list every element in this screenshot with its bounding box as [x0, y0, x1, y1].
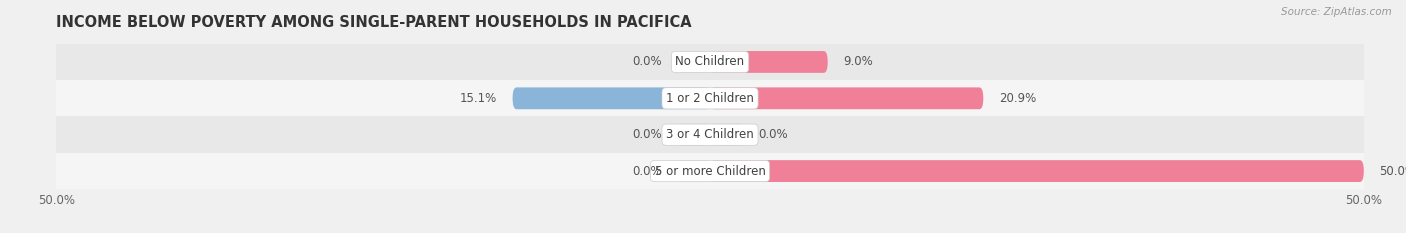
Text: No Children: No Children — [675, 55, 745, 69]
Text: 9.0%: 9.0% — [844, 55, 873, 69]
Bar — [56, 116, 1364, 153]
FancyBboxPatch shape — [513, 87, 710, 109]
Bar — [56, 80, 1364, 116]
FancyBboxPatch shape — [710, 124, 742, 146]
Text: 0.0%: 0.0% — [633, 55, 662, 69]
Text: 0.0%: 0.0% — [633, 128, 662, 141]
Text: INCOME BELOW POVERTY AMONG SINGLE-PARENT HOUSEHOLDS IN PACIFICA: INCOME BELOW POVERTY AMONG SINGLE-PARENT… — [56, 15, 692, 30]
Text: 3 or 4 Children: 3 or 4 Children — [666, 128, 754, 141]
FancyBboxPatch shape — [710, 51, 828, 73]
FancyBboxPatch shape — [678, 160, 710, 182]
Bar — [56, 153, 1364, 189]
FancyBboxPatch shape — [710, 160, 1364, 182]
FancyBboxPatch shape — [710, 87, 983, 109]
Text: 20.9%: 20.9% — [1000, 92, 1036, 105]
FancyBboxPatch shape — [678, 51, 710, 73]
Bar — [56, 44, 1364, 80]
Text: 15.1%: 15.1% — [460, 92, 496, 105]
Text: 1 or 2 Children: 1 or 2 Children — [666, 92, 754, 105]
Text: 0.0%: 0.0% — [633, 164, 662, 178]
Text: 50.0%: 50.0% — [1379, 164, 1406, 178]
Text: 0.0%: 0.0% — [758, 128, 787, 141]
FancyBboxPatch shape — [678, 124, 710, 146]
Text: Source: ZipAtlas.com: Source: ZipAtlas.com — [1281, 7, 1392, 17]
Text: 5 or more Children: 5 or more Children — [655, 164, 765, 178]
